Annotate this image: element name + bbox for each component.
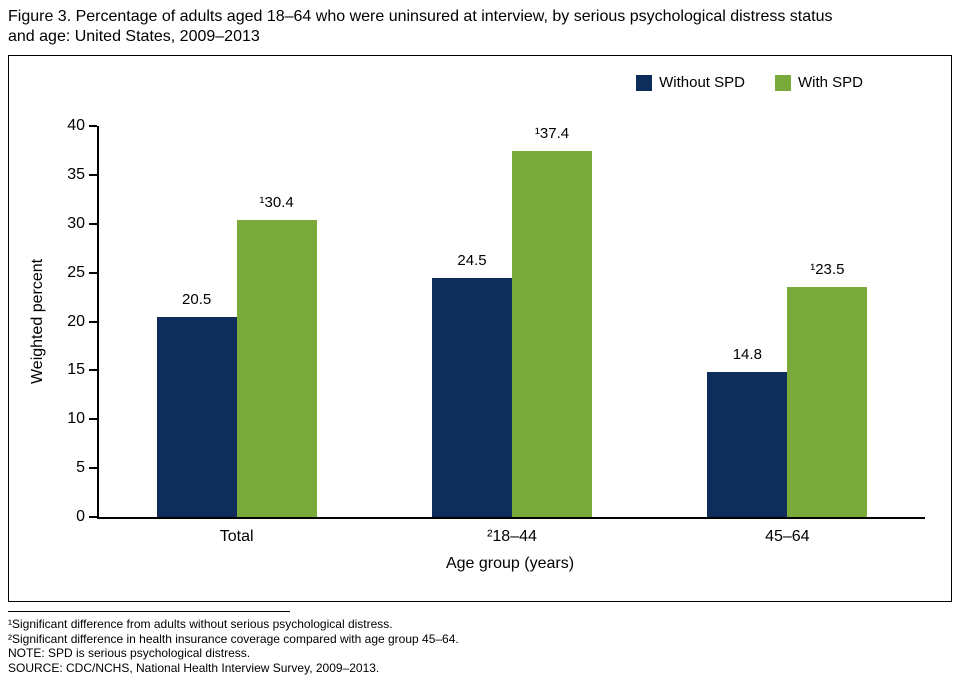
bar-without-spd [707, 372, 788, 517]
bar-value-label: ¹23.5 [810, 261, 845, 279]
y-tick-mark [89, 369, 97, 372]
legend-item-without-spd: Without SPD [636, 74, 745, 91]
y-tick-mark [89, 320, 97, 323]
y-tick-label: 5 [76, 459, 85, 477]
bar-with-spd [512, 151, 592, 517]
y-tick-label: 35 [67, 165, 85, 183]
y-tick-mark [89, 125, 97, 127]
legend-label-without-spd: Without SPD [659, 74, 745, 91]
y-tick-label: 10 [67, 410, 85, 428]
y-tick-label: 15 [67, 361, 85, 379]
figure-title-line-1: Figure 3. Percentage of adults aged 18–6… [8, 8, 833, 25]
footnote-source: SOURCE: CDC/NCHS, National Health Interv… [8, 660, 380, 675]
legend-item-with-spd: With SPD [774, 74, 863, 91]
y-tick-mark [89, 418, 97, 421]
legend: Without SPD With SPD [636, 74, 863, 91]
bar-value-label: ¹37.4 [534, 125, 570, 143]
footnote-divider [8, 611, 290, 612]
x-tick-label: Total [219, 528, 254, 545]
bar-value-label: 20.5 [182, 290, 212, 308]
x-tick-label: ²18–44 [487, 528, 537, 545]
y-tick-label: 40 [67, 117, 85, 134]
bar-value-label: 24.5 [457, 251, 487, 269]
x-tick-label: 45–64 [765, 528, 810, 545]
bar-value-label: ¹30.4 [259, 193, 294, 211]
y-tick-label: 25 [67, 263, 85, 281]
legend-label-with-spd: With SPD [797, 74, 863, 91]
plot-area: 0 5 10 15 20 25 30 35 40 20.5 ¹30.4 Total 24.5 ¹37.4 ²… [67, 117, 925, 545]
footnote-1: ¹Significant difference from adults with… [8, 617, 393, 631]
footnote-2: ²Significant difference in health insura… [8, 631, 459, 646]
y-tick-mark [89, 173, 97, 176]
figure-title: Figure 3. Percentage of adults aged 18–6… [0, 0, 960, 47]
footnote-note: NOTE: SPD is serious psychological distr… [8, 646, 251, 660]
figure-title-line-2: and age: United States, 2009–2013 [8, 28, 260, 45]
bar-with-spd [236, 219, 317, 517]
y-tick-label: 0 [76, 508, 85, 525]
y-tick-label: 30 [67, 214, 85, 232]
legend-swatch-without-spd [636, 74, 653, 91]
bar-value-label: 14.8 [732, 346, 762, 364]
y-tick-mark [89, 516, 97, 518]
bar-with-spd [787, 287, 868, 517]
x-axis-title: Age group (years) [445, 555, 575, 572]
y-tick-label: 20 [67, 312, 85, 330]
y-tick-mark [89, 222, 97, 225]
y-tick-mark [89, 271, 97, 274]
footnotes: ¹Significant difference from adults with… [8, 617, 960, 675]
y-tick-mark [89, 467, 97, 470]
bar-without-spd [156, 316, 237, 517]
legend-swatch-with-spd [774, 74, 791, 91]
bar-without-spd [432, 277, 512, 517]
